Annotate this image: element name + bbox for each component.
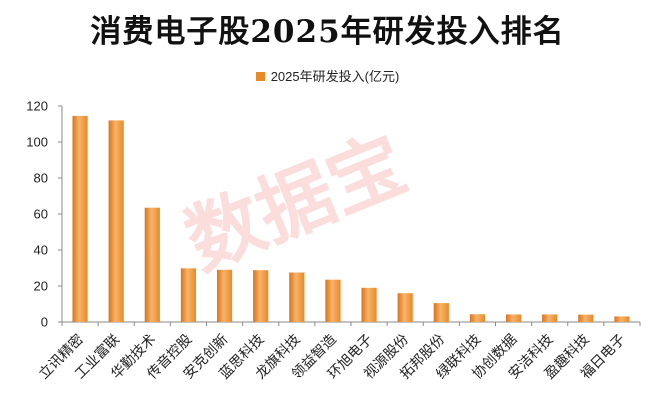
- y-tick-label: 40: [34, 243, 48, 258]
- bar-6: [253, 270, 269, 322]
- legend-label: 2025年研发投入(亿元): [270, 69, 400, 84]
- bar-7: [289, 272, 305, 322]
- bar-15: [578, 314, 594, 322]
- y-tick-label: 80: [34, 171, 48, 186]
- legend: 2025年研发投入(亿元): [0, 66, 655, 85]
- bar-8: [325, 279, 341, 322]
- bar-11: [433, 303, 449, 322]
- bar-4: [180, 268, 197, 322]
- chart-title: 消费电子股2025年研发投入排名: [90, 14, 565, 50]
- bar-13: [505, 314, 522, 322]
- legend-swatch: [255, 72, 265, 82]
- bar-1: [72, 115, 88, 323]
- y-tick-label: 60: [34, 207, 48, 222]
- bar-3: [144, 207, 160, 322]
- watermark-text: 数据宝: [173, 119, 418, 287]
- y-tick-label: 100: [26, 135, 48, 150]
- bar-9: [361, 287, 377, 322]
- y-tick-label: 0: [41, 315, 48, 330]
- bar-12: [469, 314, 486, 322]
- bar-14: [542, 314, 558, 322]
- bar-16: [614, 316, 630, 322]
- bar-10: [397, 293, 413, 322]
- y-tick-label: 20: [34, 279, 48, 294]
- bar-2: [108, 120, 124, 323]
- bar-5: [216, 269, 233, 322]
- y-tick-label: 120: [26, 99, 48, 114]
